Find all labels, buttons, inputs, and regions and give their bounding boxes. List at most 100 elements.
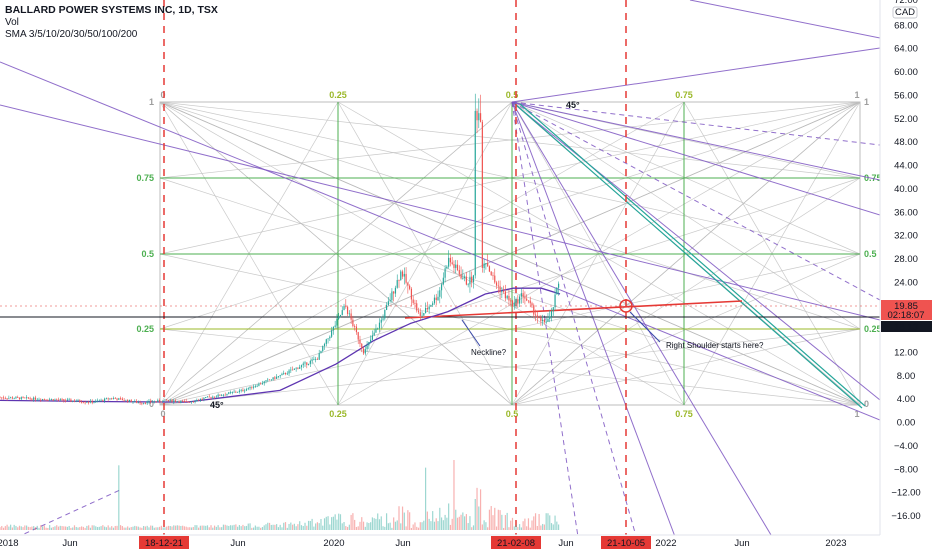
volume-bar (488, 509, 491, 530)
volume-bar (111, 526, 113, 530)
volume-bar (102, 525, 104, 530)
volume-bar (198, 527, 200, 530)
candle-body (377, 328, 379, 330)
volume-bar (86, 525, 88, 530)
candle-body (59, 399, 61, 400)
candle-body (357, 332, 359, 340)
volume-bar (267, 522, 269, 530)
candle-body (334, 325, 336, 327)
candle-body (309, 360, 311, 364)
volume-bar (52, 527, 54, 530)
candle-body (284, 372, 287, 375)
candle-body (212, 396, 214, 398)
volume-bar (517, 527, 519, 530)
fan-line (511, 328, 861, 406)
candle-body (428, 306, 430, 310)
volume-bar (281, 527, 283, 530)
fan-line (511, 177, 861, 406)
candle-body (331, 330, 333, 337)
volume-bar (105, 527, 107, 530)
candle-body (302, 363, 304, 366)
candle-body (417, 310, 420, 313)
volume-bar (446, 517, 448, 530)
candle-body (458, 270, 460, 275)
volume-bar (355, 526, 358, 530)
candle-body (543, 319, 546, 322)
time-axis[interactable]: 2018 Jun 18-12-21 Jun 2020 Jun 21-02-08 Jun 21-1… (0, 534, 932, 550)
volume-bar (263, 525, 265, 530)
candle-body (45, 399, 47, 401)
candle-body (366, 345, 368, 350)
candle-body (242, 389, 244, 392)
candle-body (361, 343, 363, 349)
volume-bar (201, 525, 203, 530)
candle-body (88, 402, 90, 404)
candle-body (244, 390, 246, 392)
volume-bar (166, 526, 168, 530)
candle-body (348, 313, 350, 315)
candle-body (77, 400, 79, 402)
volume-bar (150, 525, 152, 530)
volume-bar (155, 527, 157, 530)
volume-bar (348, 524, 350, 530)
candle-body (446, 266, 448, 269)
candle-body (102, 399, 104, 401)
neck-badge (881, 321, 932, 332)
volume-bar (31, 526, 33, 530)
volume-bar (350, 514, 352, 530)
candle-body (554, 294, 556, 308)
volume-bar (508, 527, 510, 530)
plot-area[interactable]: 0 0.25 0.5 0.75 10 0.25 0.5 0.75 110.750.50.2501… (0, 0, 882, 550)
volume-bar (556, 521, 558, 530)
volume-bar (134, 525, 136, 530)
price-axis[interactable]: 68.00 64.00 60.00 56.00 52.00 48.00 44.00 40.00… (879, 0, 932, 535)
candle-body (362, 348, 365, 354)
candle-body (375, 328, 377, 333)
volume-bar (453, 460, 455, 530)
volume-bar (247, 523, 249, 530)
volume-bar (215, 526, 217, 530)
candle-body (437, 296, 439, 300)
volume-bar (421, 522, 423, 530)
volume-bar (538, 514, 540, 530)
candle-body (474, 110, 476, 276)
candle-body (378, 322, 381, 329)
volume-bar (410, 527, 413, 530)
candle-body (27, 397, 29, 399)
candle-body (318, 353, 320, 360)
candle-body (469, 276, 471, 285)
volume-bar (180, 525, 182, 530)
fan-line (159, 101, 861, 179)
candle-body (497, 285, 499, 287)
candle-body (8, 397, 10, 399)
candle-body (73, 400, 76, 402)
volume-bar (107, 525, 109, 530)
volume-bar (527, 518, 530, 530)
candle-body (93, 402, 95, 404)
volume-bar (258, 526, 260, 530)
volume-bar (130, 527, 132, 530)
candle-body (370, 339, 372, 342)
candle-body (503, 291, 505, 293)
candle-body (33, 397, 35, 400)
volume-bar (139, 527, 141, 530)
volume-bar (462, 512, 464, 530)
price-badge (881, 300, 932, 320)
volume-bar (485, 522, 487, 530)
volume-bar (176, 525, 178, 530)
gann-line (511, 47, 880, 103)
volume-bar (164, 527, 166, 530)
volume-bar (378, 519, 381, 530)
candle-body (155, 401, 157, 403)
volume-bar (183, 526, 186, 530)
candle-body (292, 369, 294, 371)
candle-body (536, 315, 538, 318)
x-tick-label: Jun (734, 538, 749, 549)
volume-bar (283, 522, 285, 530)
candle-body (423, 313, 425, 316)
candle-body (199, 398, 201, 401)
candle-body (526, 298, 528, 301)
candle-body (17, 397, 19, 398)
candle-body (29, 398, 31, 400)
